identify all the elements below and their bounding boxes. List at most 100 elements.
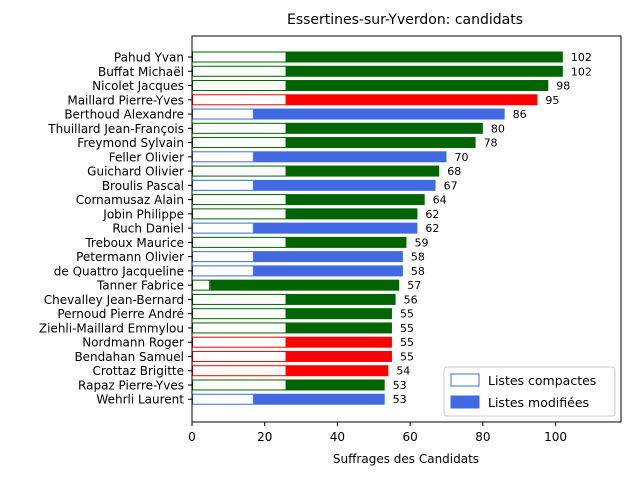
legend: Listes compactes Listes modifiées	[443, 366, 616, 417]
category-label: Crottaz Brigitte	[92, 364, 184, 378]
x-axis: 0 20 40 60 80 100	[188, 422, 567, 444]
data-label: 102	[571, 65, 592, 78]
category-label: Freymond Sylvain	[77, 136, 184, 150]
data-label: 64	[433, 194, 447, 207]
bar-modified	[210, 279, 400, 291]
category-label: Tanner Fabrice	[96, 279, 184, 293]
data-label: 62	[425, 222, 439, 235]
data-label: 58	[411, 265, 425, 278]
bar-compact	[192, 236, 287, 248]
bar-modified	[286, 80, 549, 92]
bar-modified	[253, 179, 436, 191]
data-label: 53	[393, 379, 407, 392]
bar-modified	[286, 365, 389, 377]
bar-compact	[192, 165, 287, 177]
data-label: 58	[411, 251, 425, 264]
bar-compact	[192, 336, 287, 348]
bar-modified	[253, 251, 403, 263]
bar-compact	[192, 365, 287, 377]
bar-compact	[192, 251, 254, 263]
legend-box	[443, 366, 616, 417]
category-label: de Quattro Jacqueline	[54, 264, 184, 278]
data-label: 78	[484, 137, 498, 150]
bar-compact	[192, 208, 287, 220]
bar-compact	[192, 122, 287, 134]
bar-modified	[286, 336, 392, 348]
bar-modified	[286, 165, 440, 177]
data-label: 102	[571, 51, 592, 64]
category-label: Broulis Pascal	[102, 179, 184, 193]
bar-compact	[192, 222, 254, 234]
data-label: 95	[545, 94, 559, 107]
data-label: 98	[556, 80, 570, 93]
bar-compact	[192, 393, 254, 405]
legend-swatch-modified	[450, 395, 480, 409]
bar-compact	[192, 265, 254, 277]
bar-compact	[192, 51, 287, 63]
bar-modified	[286, 379, 385, 391]
plot-frame	[191, 35, 622, 423]
data-label: 57	[407, 279, 421, 292]
chart-title: Essertines-sur-Yverdon: candidats	[287, 12, 523, 28]
bar-compact	[192, 151, 254, 163]
bar-compact	[192, 65, 287, 77]
bar-modified	[286, 236, 407, 248]
data-label: 80	[491, 122, 505, 135]
bar-modified	[286, 208, 418, 220]
bar-compact	[192, 322, 287, 334]
bar-compact	[192, 80, 287, 92]
x-tick-label: 60	[402, 430, 417, 444]
data-label: 53	[393, 393, 407, 406]
category-label: Rapaz Pierre-Yves	[78, 378, 184, 392]
bar-modified	[253, 108, 505, 120]
data-label: 56	[404, 293, 418, 306]
legend-label-compact: Listes compactes	[488, 373, 596, 388]
bar-modified	[253, 265, 403, 277]
bar-compact	[192, 293, 287, 305]
bar-compact	[192, 350, 287, 362]
category-label: Chevalley Jean-Bernard	[44, 293, 184, 307]
bar-modified	[286, 122, 483, 134]
bar-compact	[192, 308, 287, 320]
category-label: Pernoud Pierre André	[57, 307, 184, 321]
category-label: Berthoud Alexandre	[64, 108, 184, 122]
bar-compact	[192, 379, 287, 391]
bar-modified	[253, 151, 447, 163]
category-label: Jobin Philippe	[102, 207, 184, 221]
bar-modified	[286, 322, 392, 334]
data-label: 55	[400, 308, 414, 321]
data-label: 86	[513, 108, 527, 121]
category-label: Guichard Olivier	[87, 165, 184, 179]
category-label: Ziehli-Maillard Emmylou	[39, 321, 184, 335]
bar-modified	[286, 65, 563, 77]
legend-swatch-compact	[450, 373, 480, 387]
legend-label-modified: Listes modifiées	[488, 395, 589, 410]
category-label: Ruch Daniel	[112, 222, 184, 236]
category-label: Wehrli Laurent	[96, 393, 184, 407]
category-label: Buffat Michaël	[98, 65, 184, 79]
bar-modified	[286, 137, 476, 149]
category-label: Nicolet Jacques	[92, 79, 184, 93]
data-label: 70	[454, 151, 468, 164]
data-label: 55	[400, 336, 414, 349]
data-label: 59	[415, 236, 429, 249]
bar-modified	[286, 94, 538, 106]
category-label: Treboux Maurice	[84, 236, 184, 250]
category-label: Feller Olivier	[109, 150, 184, 164]
bar-modified	[286, 51, 563, 63]
bar-compact	[192, 194, 287, 206]
bars-layer	[192, 51, 563, 405]
bar-modified	[286, 350, 392, 362]
bar-modified	[253, 393, 385, 405]
bar-compact	[192, 108, 254, 120]
bar-modified	[253, 222, 418, 234]
x-tick-label: 40	[330, 430, 345, 444]
bar-compact	[192, 137, 287, 149]
category-label: Nordmann Roger	[82, 336, 184, 350]
bar-modified	[286, 308, 392, 320]
x-tick-label: 20	[257, 430, 272, 444]
bar-compact	[192, 179, 254, 191]
data-label: 55	[400, 350, 414, 363]
x-tick-label: 80	[475, 430, 490, 444]
bar-compact	[192, 94, 287, 106]
